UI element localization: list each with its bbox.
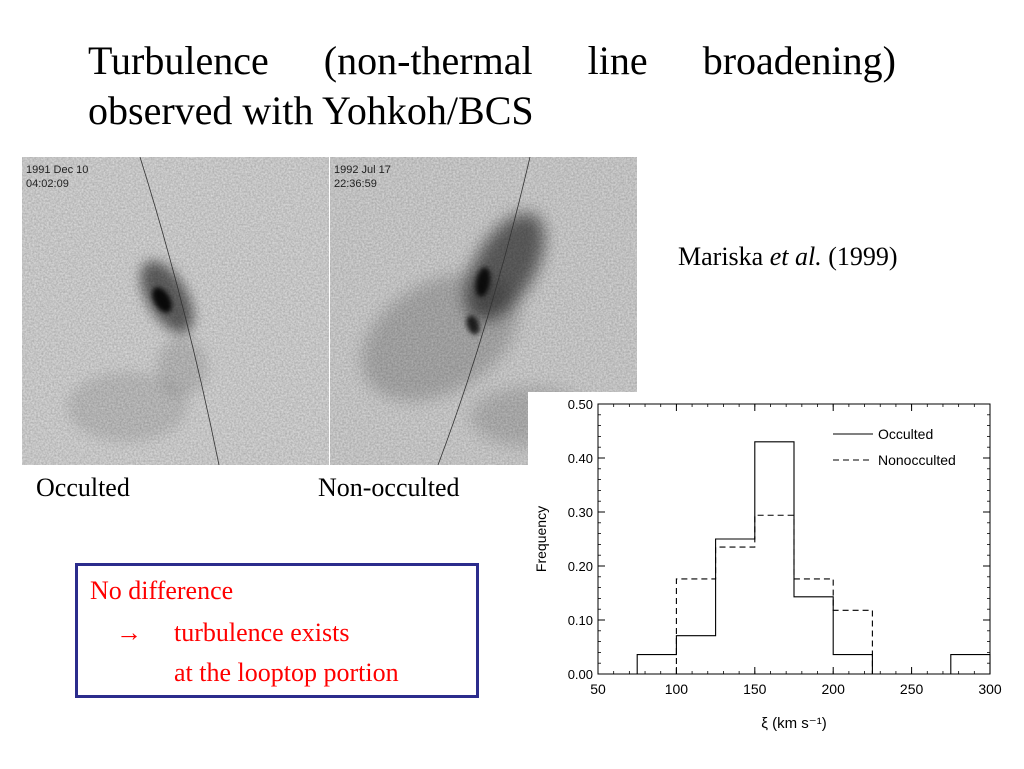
series-nonocculted (675, 514, 912, 675)
plot-frame (597, 403, 991, 675)
y-tick-label: 0.00 (568, 667, 593, 682)
conclusion-line-1: No difference (90, 576, 234, 605)
histogram-svg: 50 100 150 200 250 300 0.00 0.10 0.20 0.30 0.40 0.5… (533, 397, 1002, 732)
x-tick-label: 300 (978, 681, 1002, 697)
y-tick-label: 0.50 (568, 397, 593, 412)
x-tick-label: 50 (590, 681, 606, 697)
x-tick-label: 150 (743, 681, 767, 697)
title-line-2: observed with Yohkoh/BCS (88, 88, 534, 133)
title-word: broadening) (702, 38, 896, 83)
series-occulted (636, 441, 991, 675)
citation-year: (1999) (828, 242, 898, 271)
occulted-xray-image (22, 157, 329, 465)
x-tick-label: 250 (900, 681, 924, 697)
y-tick-label: 0.40 (568, 451, 593, 466)
conclusion-box: No difference → turbulence exists at the… (75, 563, 479, 698)
conclusion-line-3: at the looptop portion (174, 658, 399, 687)
non-occulted-caption: Non-occulted (318, 473, 460, 502)
arrow-icon: → (116, 618, 142, 647)
x-tick-label: 100 (665, 681, 689, 697)
y-tick-label: 0.20 (568, 559, 593, 574)
citation: Mariska et al. (1999) (678, 242, 898, 272)
non-occulted-timestamp: 1992 Jul 17 22:36:59 (334, 164, 391, 190)
title-word: Turbulence (88, 38, 269, 83)
frequency-histogram: 50 100 150 200 250 300 0.00 0.10 0.20 0.30 0.40 0.5… (528, 392, 1008, 764)
y-tick-label: 0.30 (568, 505, 593, 520)
title-word: (non-thermal (323, 38, 533, 83)
occulted-image: 1991 Dec 10 04:02:09 (22, 157, 329, 465)
y-tick-label: 0.10 (568, 613, 593, 628)
legend-label: Occulted (878, 426, 933, 442)
citation-author: Mariska (678, 242, 764, 271)
occulted-caption: Occulted (36, 473, 130, 502)
legend-label: Nonocculted (878, 452, 956, 468)
x-axis-label: ξ (km s⁻¹) (761, 715, 826, 732)
conclusion-line-2: turbulence exists (174, 618, 350, 647)
slide-title: Turbulence (non-thermal line broadening)… (88, 36, 908, 136)
title-line-1: Turbulence (non-thermal line broadening) (88, 36, 896, 86)
y-axis-label: Frequency (533, 506, 549, 572)
title-word: line (587, 38, 648, 83)
occulted-timestamp: 1991 Dec 10 04:02:09 (26, 164, 89, 190)
citation-etal: et al. (769, 242, 822, 271)
x-tick-label: 200 (822, 681, 846, 697)
